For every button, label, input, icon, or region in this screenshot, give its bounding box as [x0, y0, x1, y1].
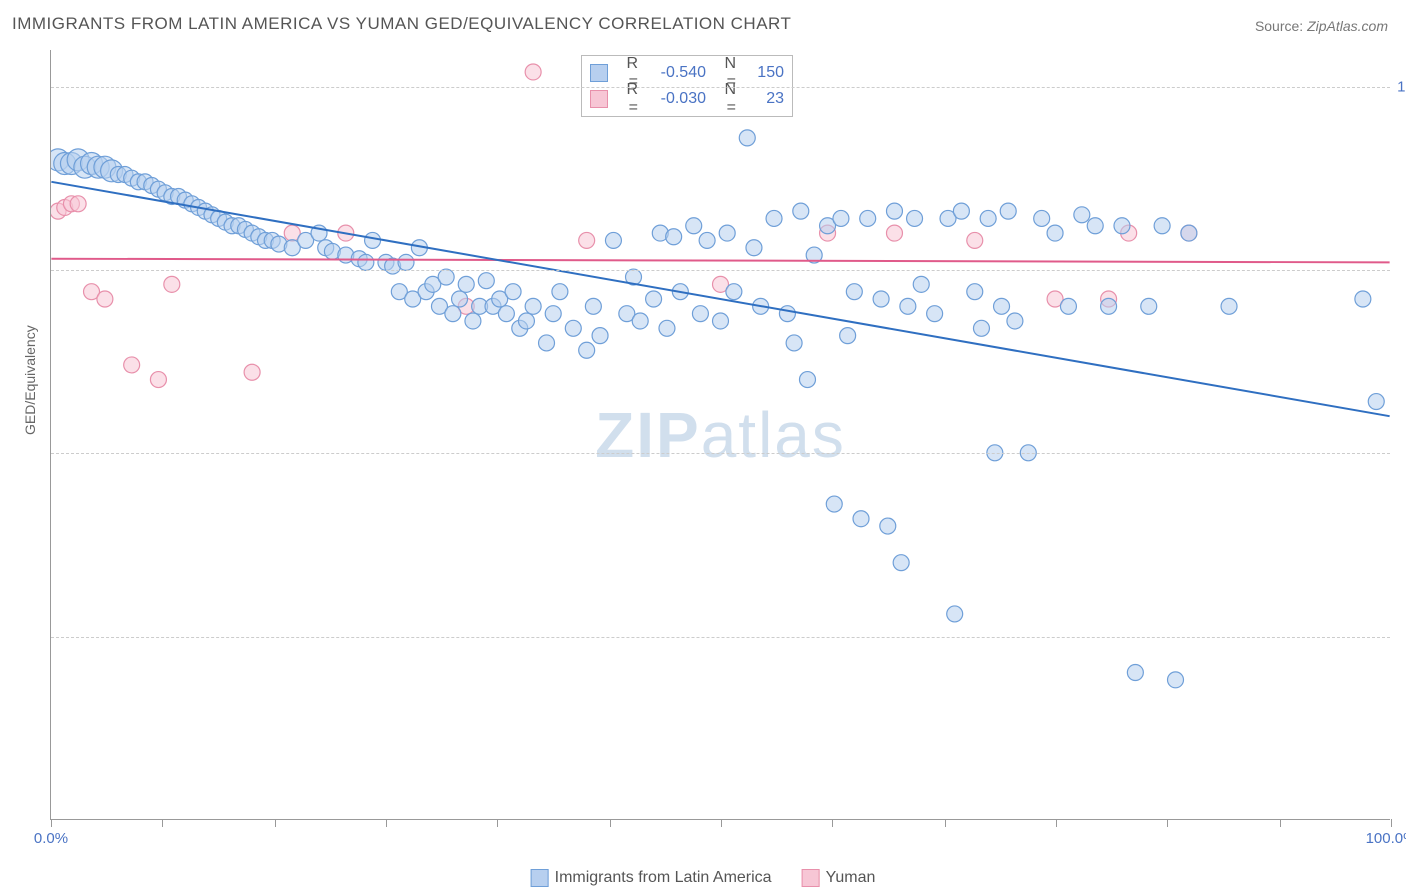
legend-label-b: Yuman: [826, 869, 876, 887]
watermark: ZIPatlas: [595, 398, 846, 472]
legend-swatch-a: [531, 869, 549, 887]
legend-item-a: Immigrants from Latin America: [531, 869, 772, 887]
plot-area: ZIPatlas R = -0.540 N = 150 R = -0.030 N…: [50, 50, 1390, 820]
watermark-bold: ZIP: [595, 399, 701, 471]
legend-swatch-b: [802, 869, 820, 887]
legend-item-b: Yuman: [802, 869, 876, 887]
swatch-series-a: [590, 64, 608, 82]
legend-label-a: Immigrants from Latin America: [555, 869, 772, 887]
source-name: ZipAtlas.com: [1307, 18, 1388, 34]
source-prefix: Source:: [1255, 18, 1307, 34]
chart-title: IMMIGRANTS FROM LATIN AMERICA VS YUMAN G…: [12, 14, 791, 34]
source-attribution: Source: ZipAtlas.com: [1255, 18, 1388, 34]
watermark-rest: atlas: [701, 399, 846, 471]
stats-row-b: R = -0.030 N = 23: [590, 86, 784, 112]
stat-n-value-a: 150: [744, 64, 784, 82]
legend-bottom: Immigrants from Latin America Yuman: [531, 869, 876, 887]
y-axis-label: GED/Equivalency: [22, 325, 38, 435]
stat-r-value-a: -0.540: [646, 64, 706, 82]
x-tick-label: 0.0%: [34, 830, 68, 847]
swatch-series-b: [590, 90, 608, 108]
chart-svg: [51, 50, 1390, 819]
stat-r-value-b: -0.030: [646, 90, 706, 108]
x-tick-label: 100.0%: [1366, 830, 1406, 847]
y-tick-label: 100.0%: [1397, 78, 1406, 95]
stat-n-value-b: 23: [744, 90, 784, 108]
